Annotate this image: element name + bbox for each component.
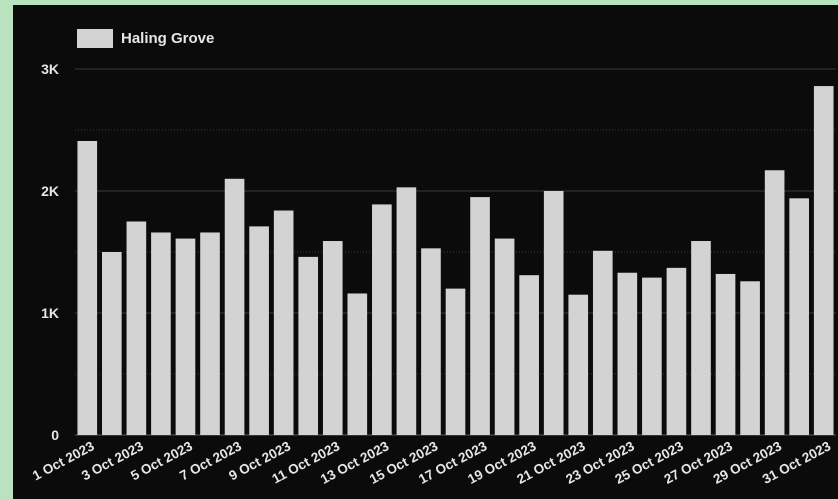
bar[interactable] (617, 272, 638, 435)
bars (77, 86, 834, 436)
bar[interactable] (666, 267, 687, 435)
bar[interactable] (298, 256, 319, 435)
y-axis-ticks: 0 1K 2K 3K (41, 61, 59, 443)
bar[interactable] (273, 210, 294, 435)
bar[interactable] (322, 241, 343, 435)
bar[interactable] (789, 198, 809, 435)
legend[interactable]: Haling Grove (77, 29, 214, 48)
bar[interactable] (175, 238, 196, 435)
bar[interactable] (151, 232, 171, 435)
bar[interactable] (543, 191, 564, 435)
legend-swatch (77, 29, 113, 48)
bar[interactable] (568, 294, 589, 435)
bar[interactable] (519, 275, 539, 435)
bar[interactable] (764, 170, 785, 435)
bar[interactable] (126, 221, 147, 436)
bar[interactable] (421, 248, 441, 435)
bar[interactable] (592, 250, 613, 435)
bar[interactable] (740, 281, 760, 435)
chart-panel: 0 1K 2K 3K 1 Oct 2023 3 Oct 2023 5 Oct 2023 7 … (13, 5, 838, 499)
bar[interactable] (77, 140, 98, 436)
bar[interactable] (642, 277, 662, 435)
bar[interactable] (813, 86, 834, 435)
bar[interactable] (715, 273, 736, 435)
y-tick-label: 3K (41, 61, 59, 77)
bar[interactable] (691, 241, 711, 435)
bar[interactable] (494, 238, 515, 435)
bar[interactable] (102, 252, 122, 435)
bar[interactable] (200, 232, 220, 435)
legend-label: Haling Grove (121, 30, 215, 47)
bar[interactable] (445, 288, 466, 435)
y-tick-label: 1K (41, 305, 59, 321)
bar[interactable] (396, 187, 417, 435)
y-tick-label: 0 (51, 427, 59, 443)
bar[interactable] (372, 204, 392, 435)
y-tick-label: 2K (41, 183, 59, 199)
bar[interactable] (249, 226, 269, 435)
bar[interactable] (347, 293, 368, 435)
bar[interactable] (470, 197, 490, 435)
bar[interactable] (224, 178, 245, 436)
